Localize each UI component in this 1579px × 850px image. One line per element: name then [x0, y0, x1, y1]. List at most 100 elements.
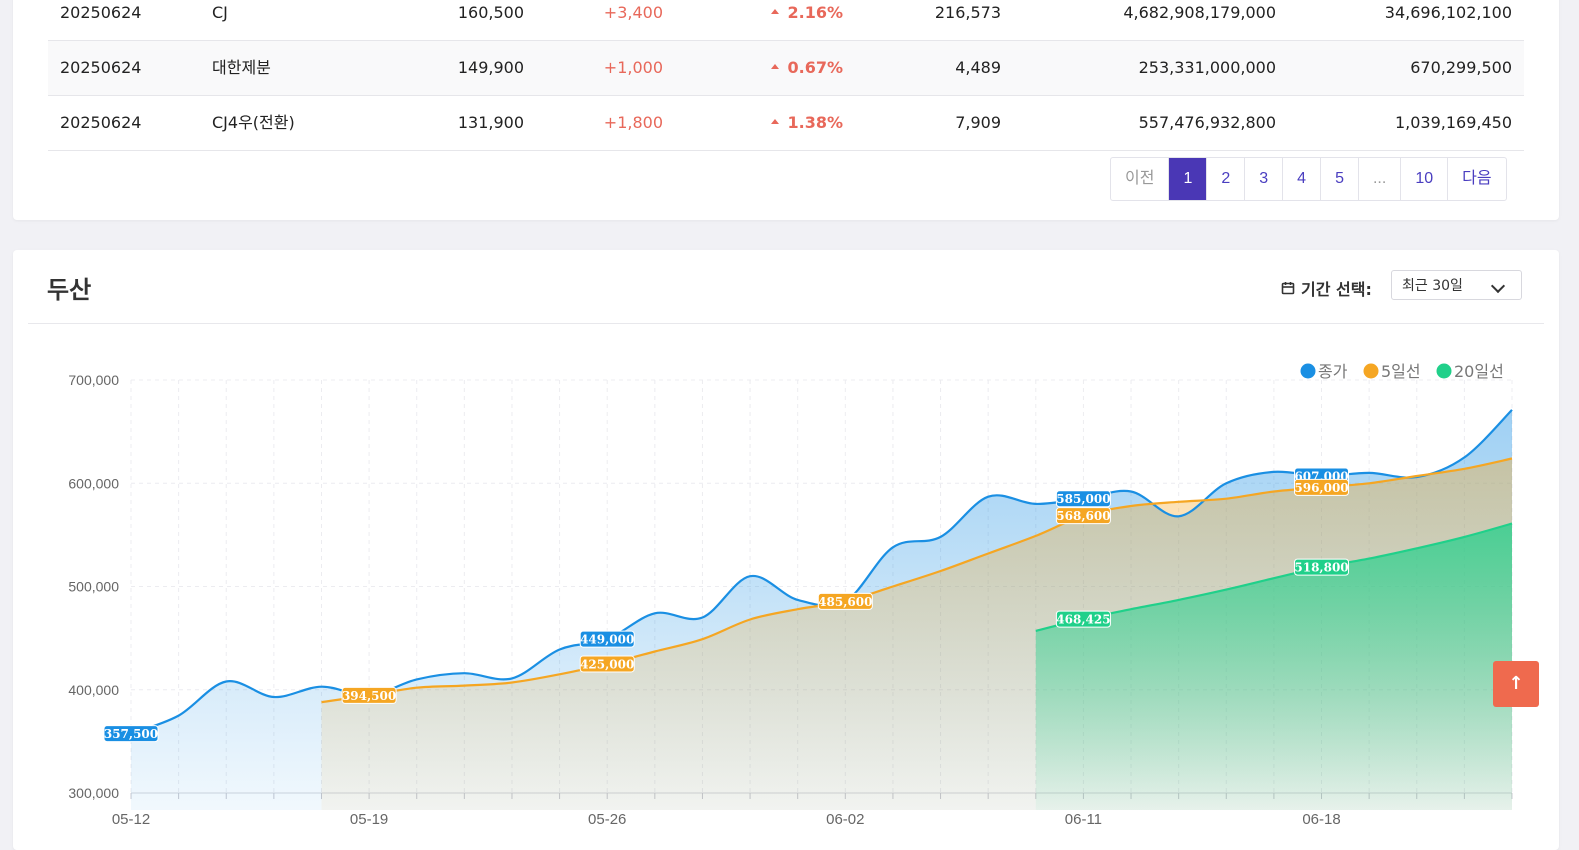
period-label-text: 기간 선택: — [1301, 280, 1372, 299]
market-cap-cell: 557,476,932,800 — [1139, 96, 1276, 150]
next-page-button[interactable]: 다음 — [1447, 158, 1505, 200]
change-cell: +3,400 — [604, 0, 663, 40]
up-triangle-icon — [771, 119, 780, 124]
data-label: 357,500 — [103, 725, 159, 743]
legend-item[interactable]: 20일선 — [1436, 362, 1504, 381]
x-tick-label: 05-12 — [112, 811, 150, 828]
date-cell: 20250624 — [60, 96, 141, 150]
volume-cell-text: 216,573 — [934, 3, 1001, 22]
scroll-top-button[interactable]: ↑ — [1493, 661, 1539, 707]
data-label-text: 568,600 — [1056, 509, 1110, 523]
page-button-5[interactable]: 5 — [1320, 158, 1358, 200]
legend-marker — [1363, 363, 1379, 379]
legend-item[interactable]: 종가 — [1300, 362, 1348, 381]
data-label-bg — [103, 725, 159, 743]
y-tick-label: 600,000 — [68, 475, 119, 491]
change-cell-text: +1,800 — [603, 113, 663, 132]
legend-item[interactable]: 5일선 — [1363, 362, 1421, 381]
market-cap-cell: 4,682,908,179,000 — [1123, 0, 1276, 40]
period-select[interactable]: 최근 30일 — [1391, 270, 1522, 300]
date-cell: 20250624 — [60, 0, 141, 40]
stock-table-card: 20250624 CJ 160,500 +3,400 2.16% 216,573 4,682… — [13, 0, 1559, 220]
name-cell: CJ4우(전환) — [212, 96, 295, 150]
amount-cell-text: 670,299,500 — [1410, 58, 1512, 77]
page-button-1[interactable]: 1 — [1168, 158, 1207, 200]
volume-cell: 216,573 — [935, 0, 1001, 40]
ma20-series-area — [1035, 523, 1512, 810]
amount-cell-text: 1,039,169,450 — [1394, 113, 1512, 132]
rate-cell: 2.16% — [771, 0, 843, 40]
data-label-text: 468,425 — [1056, 613, 1110, 627]
data-label-text: 596,000 — [1294, 481, 1348, 495]
data-label-bg — [1294, 558, 1350, 576]
data-label: 596,000 — [1294, 478, 1350, 496]
date-cell-text: 20250624 — [60, 3, 142, 22]
calendar-icon — [1281, 282, 1295, 295]
date-cell-text: 20250624 — [60, 58, 142, 77]
data-label-text: 357,500 — [104, 727, 158, 741]
volume-cell-text: 4,489 — [955, 58, 1001, 77]
chart-title: 두산 — [47, 276, 92, 304]
name-cell-text: 대한제분 — [212, 58, 271, 77]
data-label-text: 449,000 — [580, 633, 634, 647]
page-button-4[interactable]: 4 — [1282, 158, 1320, 200]
page-button-2[interactable]: 2 — [1206, 158, 1244, 200]
legend-marker — [1300, 363, 1316, 379]
data-label-bg — [1294, 478, 1350, 496]
rate-cell-text: 2.16% — [787, 3, 843, 22]
data-label-bg — [1055, 490, 1111, 508]
data-label-bg — [341, 686, 397, 704]
data-label-bg — [1055, 610, 1111, 628]
volume-cell: 4,489 — [955, 41, 1001, 95]
data-label-text: 485,600 — [818, 595, 872, 609]
name-cell: CJ — [212, 0, 228, 40]
change-cell-text: +3,400 — [603, 3, 663, 22]
chart-card: 두산 기간 선택: 최근 30일 300,000 400,000 500,000 60… — [13, 250, 1559, 850]
close-cell: 160,500 — [458, 0, 524, 40]
close-cell: 131,900 — [458, 96, 524, 150]
x-tick-label: 06-18 — [1302, 811, 1340, 828]
data-label: 585,000 — [1055, 490, 1111, 508]
volume-cell: 7,909 — [955, 96, 1001, 150]
data-label-bg — [817, 592, 873, 610]
y-tick-label: 500,000 — [68, 579, 119, 595]
data-label: 518,800 — [1294, 558, 1350, 576]
market-cap-cell: 253,331,000,000 — [1139, 41, 1276, 95]
amount-cell: 1,039,169,450 — [1395, 96, 1512, 150]
x-tick-label: 05-26 — [588, 811, 626, 828]
page-button-10[interactable]: 10 — [1400, 158, 1447, 200]
x-tick-label: 06-11 — [1065, 811, 1102, 828]
data-label-bg — [1055, 507, 1111, 525]
table-row[interactable]: 20250624 대한제분 149,900 +1,000 0.67% 4,489 253,3… — [48, 41, 1524, 96]
market-cap-cell-text: 253,331,000,000 — [1138, 58, 1276, 77]
data-label-text: 425,000 — [580, 657, 634, 671]
chart-divider — [28, 323, 1544, 324]
amount-cell: 34,696,102,100 — [1385, 0, 1512, 40]
name-cell: 대한제분 — [212, 41, 271, 95]
table-row[interactable]: 20250624 CJ 160,500 +3,400 2.16% 216,573 4,682… — [48, 0, 1524, 41]
page-button-3[interactable]: 3 — [1244, 158, 1282, 200]
table-row[interactable]: 20250624 CJ4우(전환) 131,900 +1,800 1.38% 7,909 5… — [48, 96, 1524, 151]
close-cell-text: 131,900 — [457, 113, 524, 132]
name-cell-text: CJ4우(전환) — [212, 113, 295, 132]
amount-cell: 670,299,500 — [1410, 41, 1512, 95]
close-cell-text: 149,900 — [457, 58, 524, 77]
y-tick-label: 400,000 — [68, 682, 119, 698]
data-label: 468,425 — [1055, 610, 1111, 628]
name-cell-text: CJ — [212, 3, 228, 22]
date-cell: 20250624 — [60, 41, 141, 95]
data-label: 568,600 — [1055, 507, 1111, 525]
ma20-series-line — [1035, 522, 1513, 632]
market-cap-cell-text: 557,476,932,800 — [1138, 113, 1276, 132]
period-label: 기간 선택: — [1281, 276, 1372, 300]
change-cell-text: +1,000 — [603, 58, 663, 77]
data-label-text: 585,000 — [1056, 492, 1110, 506]
change-cell: +1,800 — [604, 96, 663, 150]
y-tick-label: 300,000 — [68, 785, 119, 801]
prev-page-button[interactable]: 이전 — [1125, 170, 1155, 187]
close-cell-text: 160,500 — [457, 3, 524, 22]
date-cell-text: 20250624 — [60, 113, 142, 132]
amount-cell-text: 34,696,102,100 — [1384, 3, 1512, 22]
rate-cell: 0.67% — [771, 41, 843, 95]
y-tick-label: 700,000 — [68, 372, 119, 388]
